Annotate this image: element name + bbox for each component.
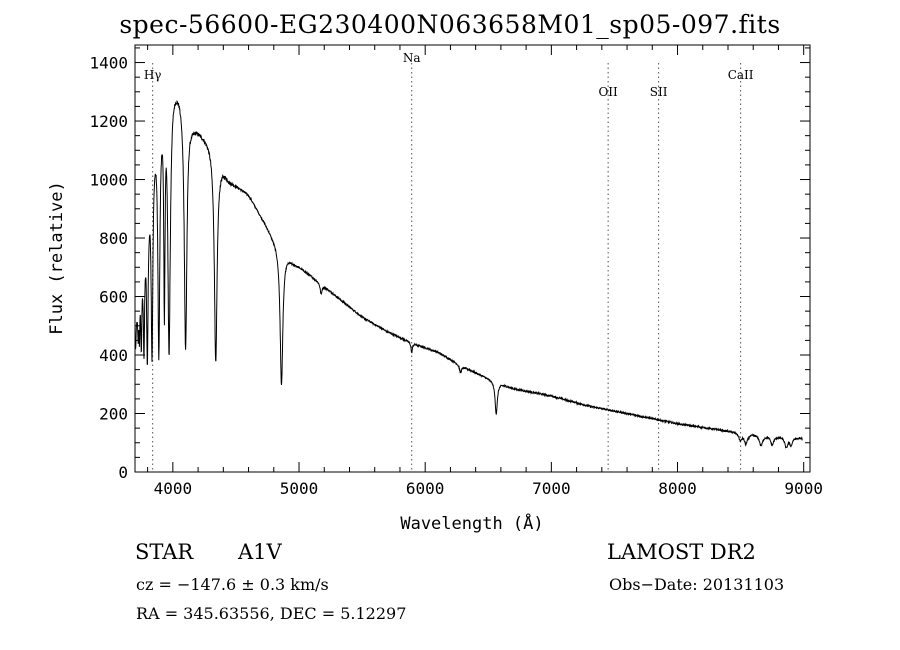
y-tick-label: 0	[118, 463, 128, 482]
x-tick-label: 4000	[154, 479, 193, 498]
line-marker-label: OII	[598, 85, 618, 99]
ra-dec-coordinates: RA = 345.63556, DEC = 5.12297	[136, 604, 407, 623]
y-tick-label: 1000	[89, 171, 128, 190]
y-tick-label: 400	[99, 346, 128, 365]
y-tick-label: 600	[99, 288, 128, 307]
x-tick-label: 5000	[280, 479, 319, 498]
x-tick-label: 6000	[406, 479, 445, 498]
y-tick-label: 1400	[89, 54, 128, 73]
y-axis-label: Flux (relative)	[47, 181, 67, 335]
object-class: STAR	[135, 540, 194, 564]
y-tick-label: 800	[99, 229, 128, 248]
object-subclass: A1V	[238, 540, 282, 564]
x-tick-label: 7000	[532, 479, 571, 498]
line-marker-label: Hγ	[144, 68, 162, 82]
line-marker-label: SII	[650, 85, 668, 99]
spectrum-line	[135, 99, 803, 449]
line-marker-label: CaII	[728, 68, 754, 82]
observation-date: Obs−Date: 20131103	[609, 575, 785, 594]
plot-axes: 4000 5000 6000 7000 8000 9000 0 200 400 600 800 100…	[89, 44, 823, 498]
x-tick-label: 8000	[658, 479, 697, 498]
y-tick-label: 200	[99, 405, 128, 424]
redshift-velocity: cz = −147.6 ± 0.3 km/s	[136, 575, 329, 594]
x-tick-label: 9000	[784, 479, 823, 498]
line-markers: Hγ Na OII SII CaII	[144, 51, 754, 472]
x-axis-label: Wavelength (Å)	[400, 512, 543, 534]
line-marker-label: Na	[403, 51, 421, 65]
y-tick-label: 1200	[89, 112, 128, 131]
plot-frame	[134, 44, 811, 473]
chart-title: spec-56600-EG230400N063658M01_sp05-097.f…	[119, 10, 781, 39]
survey-name: LAMOST DR2	[607, 540, 756, 564]
